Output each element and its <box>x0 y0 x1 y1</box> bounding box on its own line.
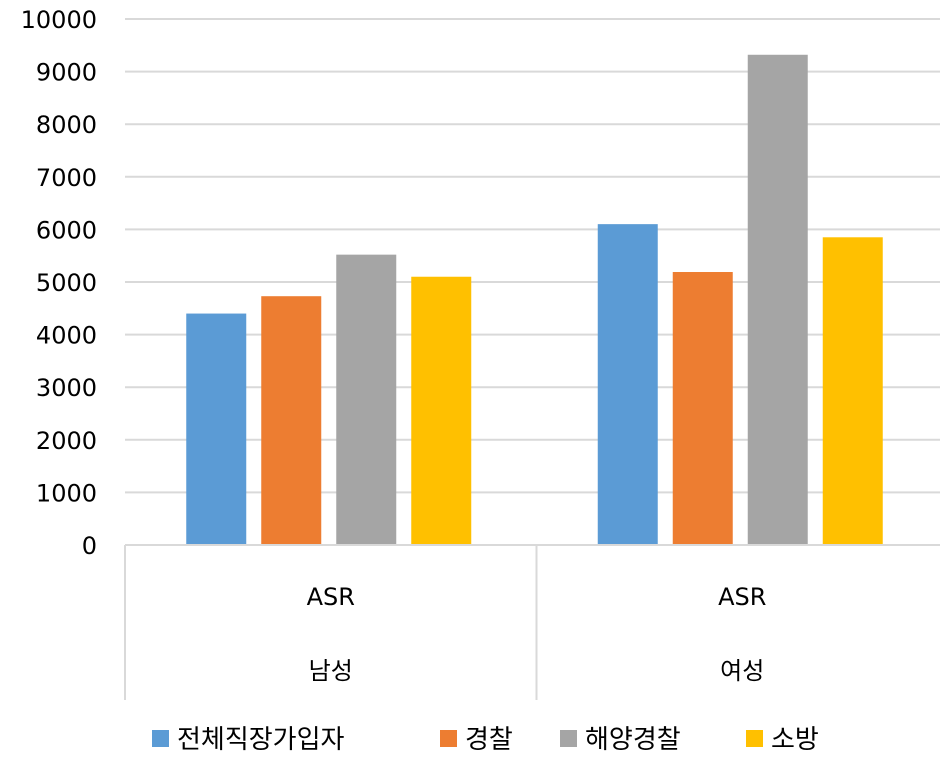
y-tick-label: 0 <box>82 532 97 560</box>
category-axis: ASR 남성 ASR 여성 <box>124 544 940 700</box>
y-tick-label: 2000 <box>36 427 97 455</box>
y-tick-label: 8000 <box>36 111 97 139</box>
bar <box>672 272 733 545</box>
bars <box>186 54 883 546</box>
y-tick-label: 10000 <box>21 6 97 34</box>
gridlines <box>125 18 940 494</box>
y-tick-label: 4000 <box>36 322 97 350</box>
y-tick-label: 9000 <box>36 59 97 87</box>
bar <box>822 237 883 546</box>
y-tick-label: 5000 <box>36 269 97 297</box>
category-label: ASR <box>307 583 355 611</box>
legend-swatch <box>152 730 169 747</box>
bar <box>411 276 472 545</box>
bar <box>747 54 808 545</box>
legend-label: 소방 <box>771 725 819 755</box>
y-tick-label: 7000 <box>36 164 97 192</box>
category-group-label: 여성 <box>720 657 764 685</box>
legend: 전체직장가입자 경찰 해양경찰 소방 <box>152 725 819 755</box>
bar <box>186 313 247 545</box>
legend-label: 전체직장가입자 <box>177 725 345 755</box>
y-tick-label: 3000 <box>36 374 97 402</box>
legend-swatch <box>560 730 577 747</box>
legend-swatch <box>746 730 763 747</box>
bar <box>597 224 658 545</box>
bar <box>336 254 397 545</box>
y-tick-label: 6000 <box>36 216 97 244</box>
category-label: ASR <box>718 583 766 611</box>
legend-label: 경찰 <box>465 725 513 755</box>
legend-label: 해양경찰 <box>585 725 681 755</box>
y-tick-label: 1000 <box>36 479 97 507</box>
bar <box>261 296 322 545</box>
legend-swatch <box>440 730 457 747</box>
category-group-label: 남성 <box>309 657 353 685</box>
y-axis-tick-labels: 0 1000 2000 3000 4000 5000 6000 7000 8000 9000 100… <box>21 6 97 560</box>
